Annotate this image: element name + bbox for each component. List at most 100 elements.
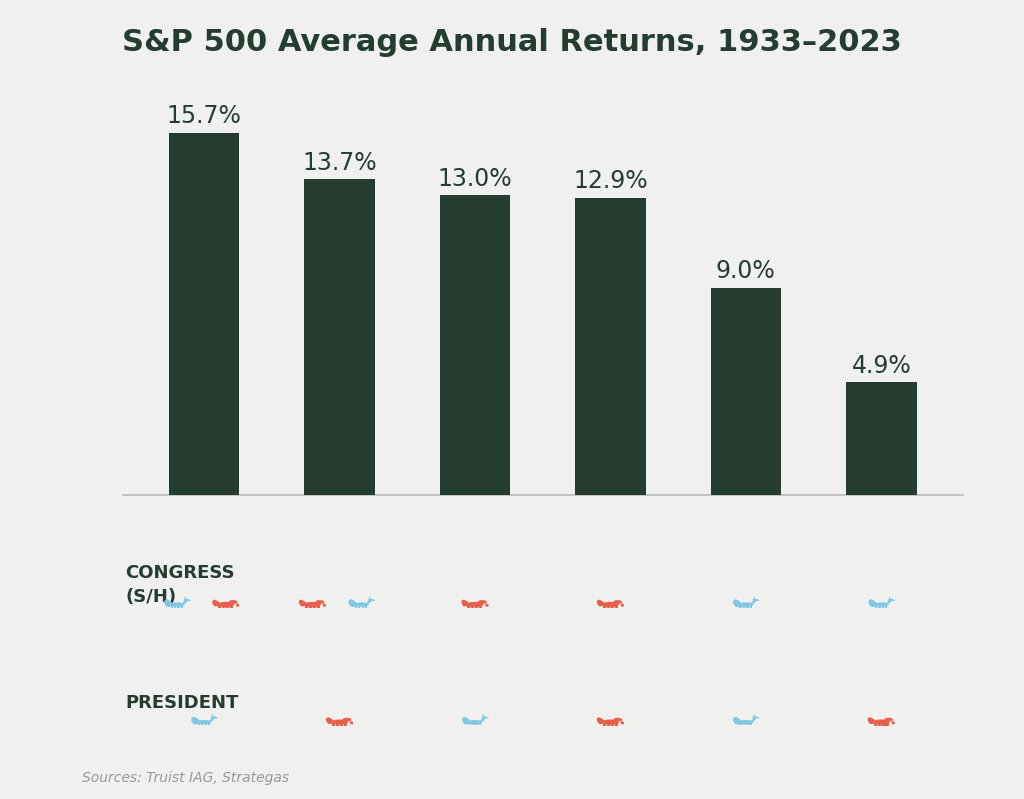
Bar [332, 723, 335, 726]
Polygon shape [350, 721, 353, 724]
Ellipse shape [169, 602, 184, 606]
Polygon shape [485, 603, 488, 606]
Bar [475, 606, 478, 609]
Bar [874, 605, 878, 608]
Ellipse shape [893, 600, 895, 601]
Polygon shape [621, 603, 624, 606]
Ellipse shape [353, 602, 369, 606]
Bar [305, 606, 308, 609]
Ellipse shape [331, 719, 348, 725]
Polygon shape [323, 603, 326, 606]
Bar [230, 606, 233, 609]
Ellipse shape [889, 597, 891, 598]
Bar [739, 605, 741, 608]
Polygon shape [209, 718, 214, 721]
Ellipse shape [482, 714, 484, 717]
Ellipse shape [885, 718, 893, 721]
Bar [479, 606, 482, 609]
Ellipse shape [217, 602, 234, 607]
Bar [882, 605, 884, 608]
Bar [739, 722, 741, 725]
Bar [885, 605, 888, 608]
Ellipse shape [478, 600, 486, 604]
Bar [361, 605, 364, 608]
Text: Sources: Truist IAG, Strategas: Sources: Truist IAG, Strategas [82, 770, 289, 785]
Bar [606, 723, 609, 726]
Ellipse shape [613, 718, 618, 721]
Bar [610, 723, 613, 726]
Bar [222, 606, 225, 609]
Polygon shape [751, 718, 756, 721]
Ellipse shape [343, 718, 351, 721]
Polygon shape [367, 601, 372, 603]
Bar [354, 605, 357, 608]
Ellipse shape [613, 600, 623, 604]
Ellipse shape [315, 600, 325, 604]
Bar [878, 723, 881, 726]
Ellipse shape [183, 598, 189, 601]
Ellipse shape [873, 602, 889, 606]
Bar [471, 606, 474, 609]
Bar [575, 197, 646, 495]
Bar [439, 195, 510, 495]
Bar [169, 133, 240, 495]
Bar [316, 606, 319, 609]
Polygon shape [182, 601, 187, 603]
Bar [750, 605, 752, 608]
Bar [174, 605, 176, 608]
Bar [467, 606, 470, 609]
Text: 15.7%: 15.7% [167, 105, 242, 129]
Ellipse shape [481, 717, 487, 718]
Bar [181, 605, 183, 608]
Ellipse shape [197, 720, 212, 724]
Bar [879, 605, 881, 608]
Bar [479, 722, 481, 725]
Ellipse shape [184, 597, 186, 598]
Ellipse shape [738, 720, 754, 724]
Text: S&P 500 Average Annual Returns, 1933–2023: S&P 500 Average Annual Returns, 1933–202… [122, 28, 902, 57]
Bar [742, 722, 745, 725]
Ellipse shape [368, 598, 374, 601]
Bar [750, 722, 752, 725]
Polygon shape [892, 721, 895, 724]
Ellipse shape [613, 718, 623, 721]
Bar [711, 288, 781, 495]
Bar [336, 723, 339, 726]
Ellipse shape [304, 602, 321, 607]
Bar [603, 606, 606, 609]
Polygon shape [237, 603, 240, 606]
Bar [882, 723, 885, 726]
Bar [742, 605, 745, 608]
Bar [358, 605, 360, 608]
Bar [469, 722, 471, 725]
Bar [171, 605, 173, 608]
Bar [313, 606, 315, 609]
Bar [472, 722, 474, 725]
Ellipse shape [754, 714, 755, 717]
Bar [614, 723, 617, 726]
Bar [886, 723, 889, 726]
Bar [205, 722, 207, 725]
Text: 4.9%: 4.9% [851, 354, 911, 378]
Ellipse shape [315, 600, 321, 603]
Ellipse shape [872, 719, 890, 725]
Ellipse shape [467, 602, 483, 607]
Bar [603, 723, 606, 726]
Text: 13.0%: 13.0% [437, 167, 512, 191]
Ellipse shape [888, 598, 894, 601]
Ellipse shape [369, 597, 371, 598]
Bar [226, 606, 229, 609]
Bar [340, 723, 343, 726]
Polygon shape [751, 601, 756, 603]
Ellipse shape [753, 598, 759, 601]
Bar [344, 723, 347, 726]
Bar [746, 722, 749, 725]
Bar [218, 606, 221, 609]
Polygon shape [480, 718, 485, 721]
Ellipse shape [342, 718, 347, 721]
Bar [846, 382, 916, 495]
Text: 12.9%: 12.9% [573, 169, 648, 193]
Bar [475, 722, 477, 725]
Ellipse shape [753, 717, 759, 718]
Bar [177, 605, 179, 608]
